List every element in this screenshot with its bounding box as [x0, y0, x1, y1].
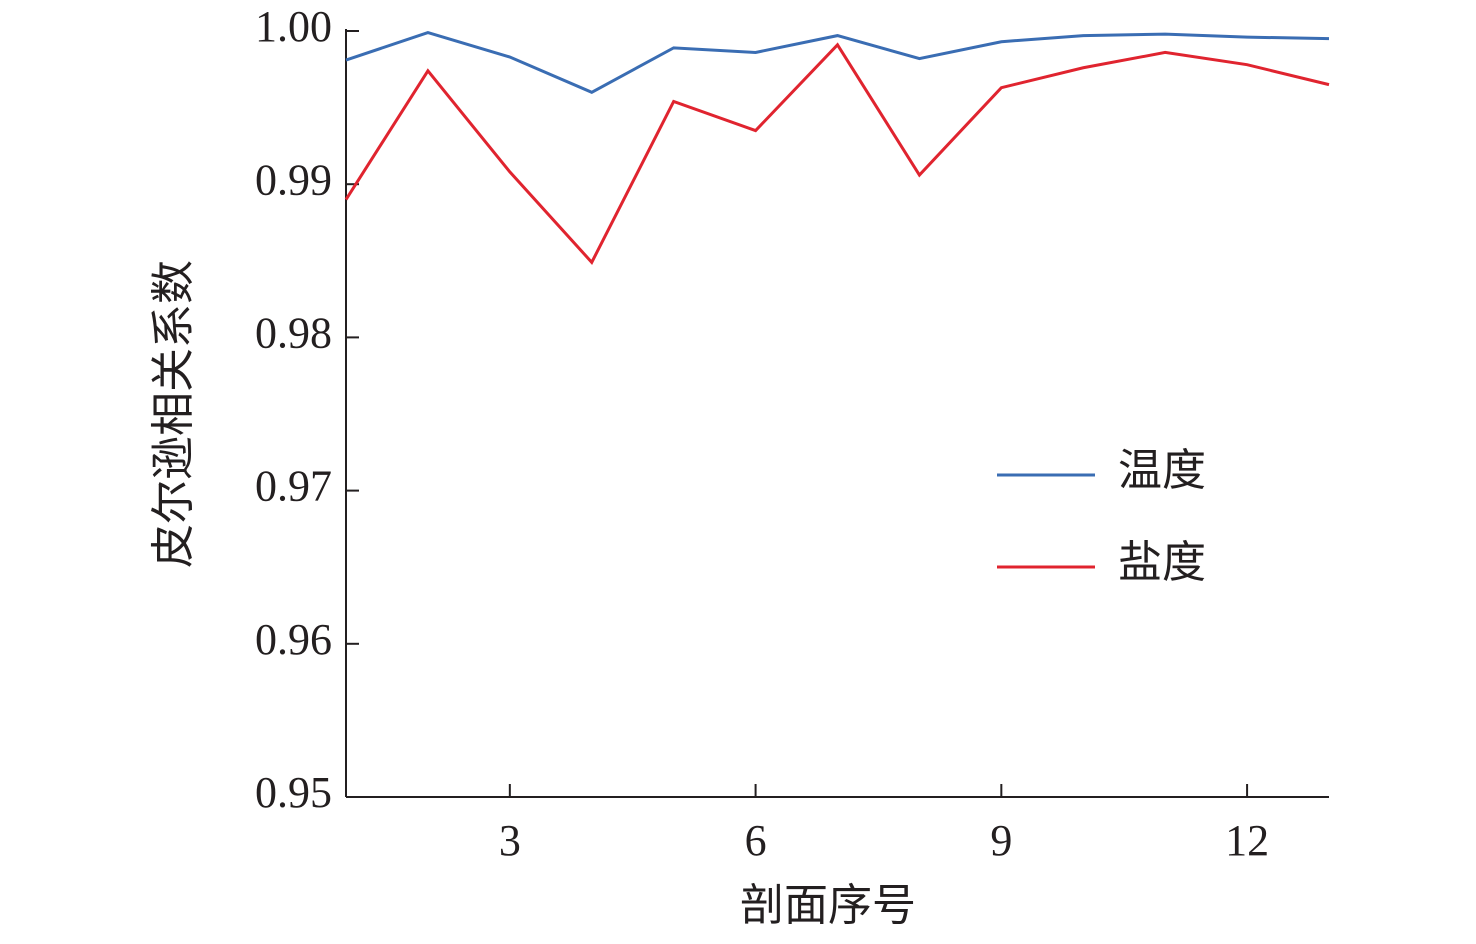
y-tick-label: 0.99: [255, 155, 332, 204]
x-tick-label: 3: [499, 816, 521, 865]
x-tick-label: 6: [745, 816, 767, 865]
line: [344, 42, 1330, 265]
line: [345, 30, 1330, 94]
x-tick-label: 9: [990, 816, 1012, 865]
y-tick-label: 0.96: [255, 615, 332, 664]
y-tick-label: 0.95: [255, 768, 332, 817]
y-tick-label: 0.98: [255, 308, 332, 357]
y-axis-label: 皮尔逊相关系数: [149, 260, 198, 568]
x-axis-label: 剖面序号: [740, 881, 916, 930]
legend-label: 盐度: [1118, 538, 1206, 587]
x-tick-label: 12: [1225, 816, 1269, 865]
y-tick-label: 1.00: [255, 2, 332, 51]
legend-label: 温度: [1118, 446, 1206, 495]
y-tick-label: 0.97: [255, 462, 332, 511]
